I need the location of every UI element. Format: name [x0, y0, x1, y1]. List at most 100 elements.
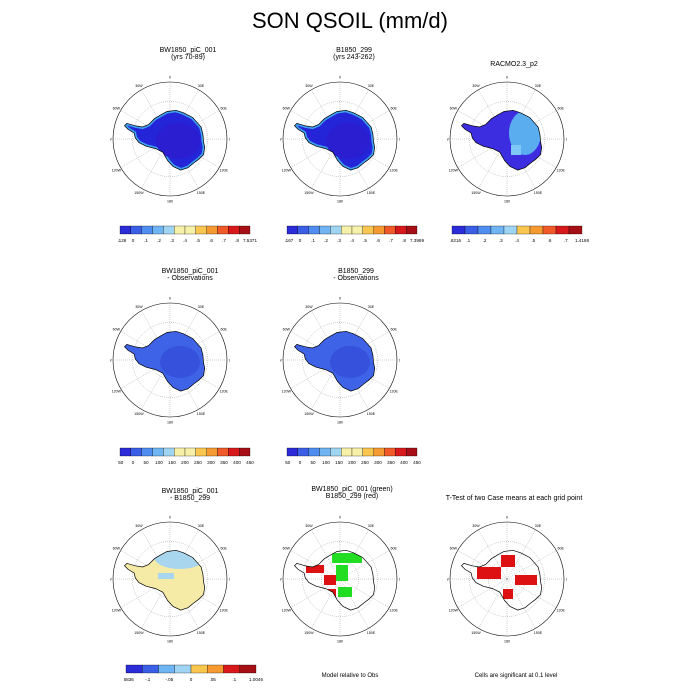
panel2-title-line1: B1850_299	[336, 47, 372, 54]
colorbar-label: -50	[285, 460, 291, 465]
colorbar-label: -1.6836	[124, 677, 134, 682]
colorbar-cell	[477, 225, 492, 235]
colorbar-cell	[228, 225, 240, 235]
lon-label: 30E	[198, 524, 205, 528]
panel4-title-line1: BW1850_piC_001	[161, 268, 219, 275]
lon-label: 90E	[566, 578, 567, 582]
colorbar-label: 400	[400, 460, 408, 465]
meridian-line	[457, 550, 508, 580]
lon-label: 0	[169, 516, 171, 520]
lon-label: 180	[337, 640, 343, 644]
colorbar-label: 150	[335, 460, 343, 465]
colorbar-cell	[206, 447, 218, 457]
colorbar-panel5: -50 0 50 100 150 200 250 300 350 400 450	[285, 447, 421, 465]
patch-field	[511, 145, 521, 155]
panel7-title-line2: B1850_299 (red)	[325, 493, 379, 500]
colorbar-label: .4	[183, 238, 187, 243]
meridian-line	[290, 359, 341, 389]
panel7-title-line1: BW1850_piC_001 (green)	[311, 486, 393, 493]
colorbar-label: .1	[144, 238, 148, 243]
interior-field	[160, 346, 200, 378]
polar-map-panel5: 0 30E 60E 90E 120E 150E 180 150W 120W 90W 60W 30W	[280, 297, 400, 425]
colorbar-label: 100	[155, 460, 163, 465]
meridian-line	[506, 578, 557, 608]
colorbar-cell	[406, 225, 418, 235]
lon-label: 0	[506, 516, 508, 520]
colorbar-label: 0	[190, 677, 193, 682]
lon-label: 60E	[390, 547, 397, 551]
colorbar-cell	[406, 447, 418, 457]
colorbar-panel4: -50 0 50 100 150 200 250 300 350 400 450	[118, 447, 254, 465]
colorbar-cell	[319, 225, 331, 235]
colorbar-cell	[362, 225, 374, 235]
lon-label: 180	[504, 640, 510, 644]
colorbar-cell	[464, 225, 479, 235]
meridian-line	[311, 310, 341, 361]
colorbar-cell	[351, 447, 363, 457]
colorbar-label: .2	[324, 238, 328, 243]
lon-label: 0	[169, 297, 171, 301]
colorbar-cell	[195, 447, 207, 457]
meridian-line	[506, 550, 557, 580]
colorbar-cell	[308, 225, 320, 235]
colorbar-panel6: -1.6836 -.1 -.05 0 .05 .1 1.0046	[124, 664, 263, 682]
lon-label: 150W	[134, 412, 144, 416]
colorbar-cell	[163, 447, 175, 457]
lon-label: 90E	[229, 359, 230, 363]
lon-label: 180	[167, 421, 173, 425]
meridian-line	[141, 529, 171, 580]
lon-label: 120E	[389, 609, 398, 613]
lon-label: 120W	[282, 609, 292, 613]
colorbar-cell	[451, 225, 466, 235]
parallel-line	[302, 101, 378, 177]
colorbar-cell	[152, 225, 164, 235]
colorbar-cell	[239, 447, 251, 457]
meridian-line	[478, 578, 508, 629]
lon-label: 60E	[220, 328, 227, 332]
colorbar-cell	[207, 664, 224, 674]
meridian-line	[120, 331, 171, 361]
colorbar-label: .2	[157, 238, 161, 243]
colorbar-label: 200	[181, 460, 189, 465]
meridian-line	[141, 359, 171, 410]
colorbar-cell	[142, 664, 159, 674]
lon-label: 180	[504, 200, 510, 204]
colorbar-cell	[286, 225, 298, 235]
colorbar-cell	[239, 225, 251, 235]
parallel-line	[302, 322, 378, 398]
lon-label: 30W	[135, 524, 143, 528]
colorbar-cell	[174, 225, 186, 235]
colorbar-cell	[184, 225, 196, 235]
colorbar-label: .3	[337, 238, 341, 243]
colorbar-label: .5	[531, 238, 535, 243]
lon-label: 90W	[110, 138, 112, 142]
lon-label: 90W	[447, 138, 449, 142]
lon-label: 120E	[556, 169, 565, 173]
colorbar-label: 450	[413, 460, 421, 465]
colorbar-cell	[297, 447, 309, 457]
colorbar-cell	[223, 664, 240, 674]
colorbar-cell	[152, 447, 164, 457]
meridian-line	[339, 578, 390, 608]
lon-label: 30E	[368, 305, 375, 309]
meridian-line	[141, 578, 171, 629]
colorbar-label: .4	[350, 238, 354, 243]
colorbar-cell	[490, 225, 505, 235]
panel5-title: B1850_299 - Observations	[286, 268, 426, 282]
meridian-line	[120, 110, 171, 140]
neg-patch	[158, 573, 174, 579]
meridian-line	[290, 110, 341, 140]
lon-label: 150E	[197, 412, 206, 416]
lon-label: 90W	[280, 359, 282, 363]
lon-label: 90W	[280, 138, 282, 142]
colorbar-label: 350	[220, 460, 228, 465]
lon-label: 60W	[113, 328, 121, 332]
green-patch	[338, 587, 352, 597]
meridian-line	[141, 310, 171, 361]
colorbar-cell	[158, 664, 175, 674]
coastline	[124, 109, 206, 171]
colorbar-cell	[319, 447, 331, 457]
colorbar-cell	[516, 225, 531, 235]
